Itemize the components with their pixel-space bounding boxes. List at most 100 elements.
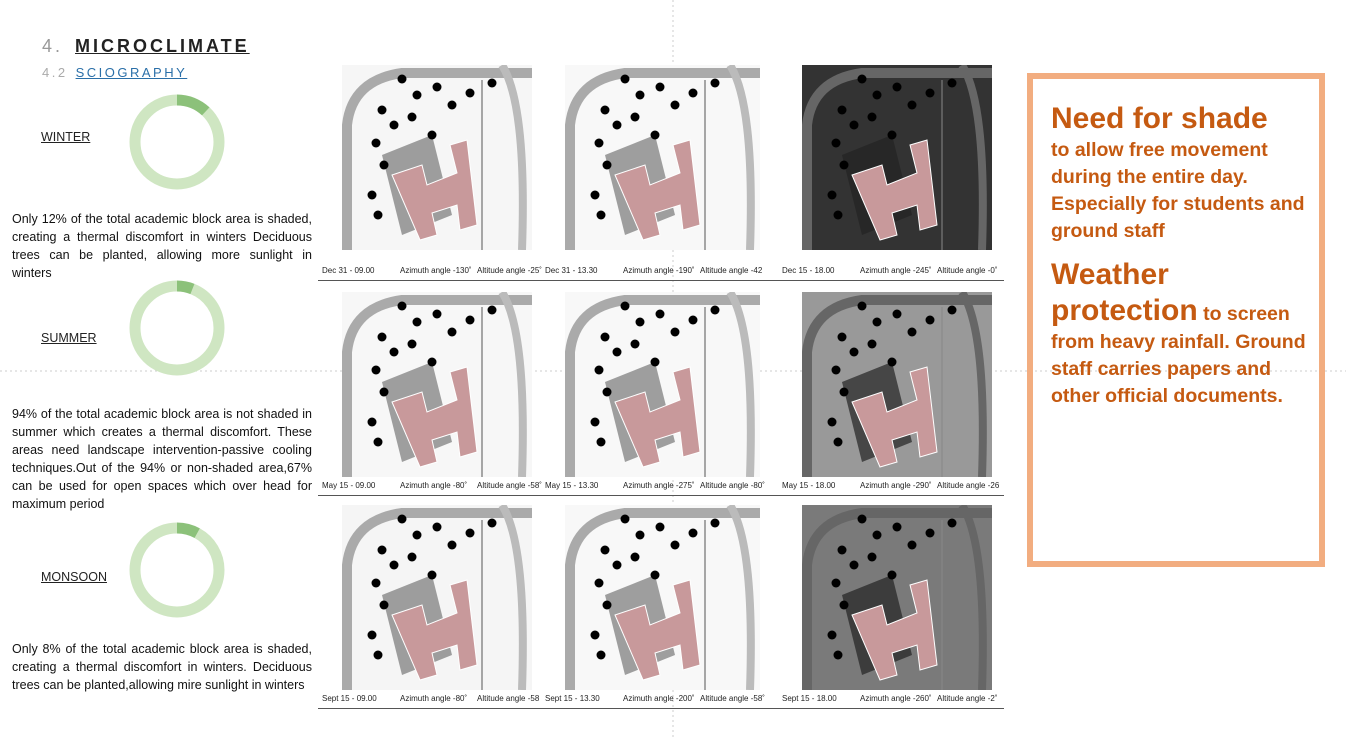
tree: [867, 339, 877, 349]
tree: [602, 387, 612, 397]
site-plan: [342, 65, 532, 250]
tree: [827, 417, 837, 427]
caption-altitude: Altitude angle -2˚: [937, 694, 998, 703]
tree: [892, 309, 902, 319]
tree: [397, 301, 407, 311]
tree: [602, 600, 612, 610]
caption-azimuth: Azimuth angle -80˚: [400, 694, 468, 703]
road: [726, 65, 755, 250]
road: [498, 292, 527, 477]
caption-time: Sept 15 - 13.30: [545, 694, 600, 703]
tree: [397, 514, 407, 524]
tree: [887, 130, 897, 140]
tree: [857, 301, 867, 311]
caption-altitude: Altitude angle -42: [700, 266, 763, 275]
caption-altitude: Altitude angle -58˚: [700, 694, 765, 703]
season-text: Only 12% of the total academic block are…: [12, 212, 312, 280]
donut: [129, 522, 225, 618]
caption-azimuth: Azimuth angle -260˚: [860, 694, 932, 703]
tree: [827, 630, 837, 640]
subtitle: SCIOGRAPHY: [75, 65, 188, 80]
tree: [389, 347, 399, 357]
caption-time: May 15 - 18.00: [782, 481, 836, 490]
tree: [447, 327, 457, 337]
tree: [947, 78, 957, 88]
tree: [872, 530, 882, 540]
donut-segment: [129, 94, 225, 190]
tree: [596, 650, 606, 660]
tree: [371, 138, 381, 148]
tree: [373, 650, 383, 660]
building: [614, 139, 701, 241]
tree: [620, 514, 630, 524]
road: [958, 292, 987, 477]
tree: [635, 90, 645, 100]
tree: [389, 560, 399, 570]
tree: [379, 600, 389, 610]
tree: [947, 305, 957, 315]
site-plan: [802, 292, 992, 477]
plan-background: [565, 505, 760, 690]
building: [391, 366, 478, 468]
caption-azimuth: Azimuth angle -190˚: [623, 266, 695, 275]
tree: [600, 545, 610, 555]
building: [614, 366, 701, 468]
site-plan: [802, 505, 992, 690]
tree: [427, 130, 437, 140]
tree: [367, 190, 377, 200]
caption-altitude: Altitude angle -25˚: [477, 266, 542, 275]
tree: [833, 650, 843, 660]
tree: [907, 327, 917, 337]
season-label: MONSOON: [41, 570, 107, 584]
road: [565, 508, 760, 690]
tree: [867, 552, 877, 562]
tree: [447, 540, 457, 550]
tree: [831, 365, 841, 375]
tree: [650, 130, 660, 140]
tree: [655, 82, 665, 92]
donut-segment: [129, 94, 225, 190]
tree: [837, 105, 847, 115]
donut-segment: [129, 280, 225, 376]
subsection-title: 4.2 SCIOGRAPHY: [42, 65, 187, 80]
building: [391, 139, 478, 241]
tree: [839, 600, 849, 610]
tree: [432, 82, 442, 92]
tree: [465, 315, 475, 325]
caption-azimuth: Azimuth angle -130˚: [400, 266, 472, 275]
tree: [379, 387, 389, 397]
tree: [857, 514, 867, 524]
caption-altitude: Altitude angle -26: [937, 481, 1000, 490]
building: [614, 579, 701, 681]
tree: [872, 317, 882, 327]
road: [726, 505, 755, 690]
tree: [620, 301, 630, 311]
road: [958, 65, 987, 250]
tree: [612, 120, 622, 130]
callout-block: Weather protection to screen from heavy …: [1051, 257, 1319, 410]
tree: [849, 120, 859, 130]
tree: [688, 528, 698, 538]
caption-time: Dec 15 - 18.00: [782, 266, 835, 275]
tree: [710, 305, 720, 315]
caption-altitude: Altitude angle -80˚: [700, 481, 765, 490]
tree: [596, 437, 606, 447]
tree: [630, 339, 640, 349]
tree: [432, 309, 442, 319]
plan-background: [565, 292, 760, 477]
tree: [367, 417, 377, 427]
donut-segment: [129, 522, 225, 618]
callout-heading: Weather protection: [1051, 258, 1198, 327]
caption-azimuth: Azimuth angle -290˚: [860, 481, 932, 490]
caption-rule: [318, 495, 1004, 496]
tree: [650, 357, 660, 367]
caption-azimuth: Azimuth angle -80˚: [400, 481, 468, 490]
caption-time: May 15 - 13.30: [545, 481, 599, 490]
caption-altitude: Altitude angle -0˚: [937, 266, 998, 275]
tree: [630, 112, 640, 122]
tree: [379, 160, 389, 170]
donut-segment: [129, 522, 225, 618]
tree: [407, 339, 417, 349]
subsection-number: 4.2: [42, 65, 68, 80]
